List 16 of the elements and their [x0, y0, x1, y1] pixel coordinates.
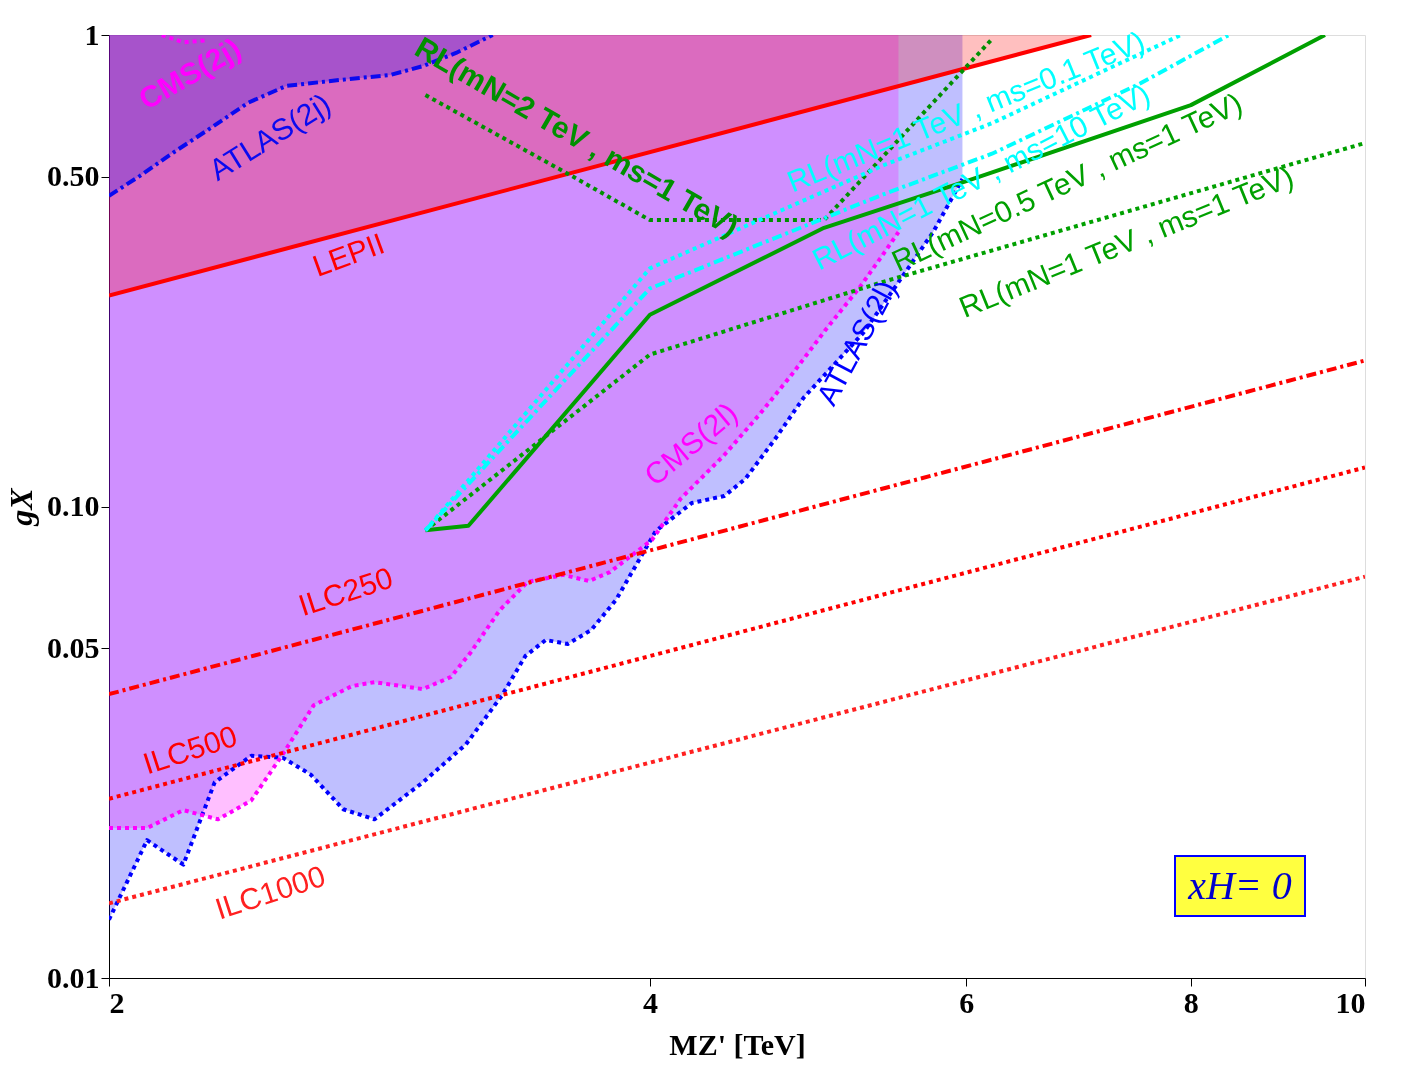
- x-tick-label: 2: [109, 985, 125, 1019]
- text: ILC500: [138, 718, 242, 781]
- y-tick-label: 0.10: [47, 489, 100, 522]
- x-axis-title: MZ' [TeV]: [669, 1027, 806, 1061]
- y-axis-title: gX: [3, 487, 39, 527]
- y-tick-label: 0.50: [47, 159, 100, 193]
- text: LEPII: [308, 226, 389, 283]
- x-tick-label: 6: [959, 985, 975, 1019]
- x-tick-label: 10: [1335, 985, 1366, 1019]
- text: ILC250: [294, 560, 397, 623]
- y-tick-label: 0.05: [47, 630, 100, 664]
- annotation: xH= 0: [1187, 863, 1292, 908]
- y-tick-label: 0.01: [47, 960, 100, 994]
- x-tick-label: 8: [1183, 985, 1199, 1019]
- y-tick-label: 1: [84, 17, 100, 51]
- x-tick-label: 4: [642, 985, 658, 1019]
